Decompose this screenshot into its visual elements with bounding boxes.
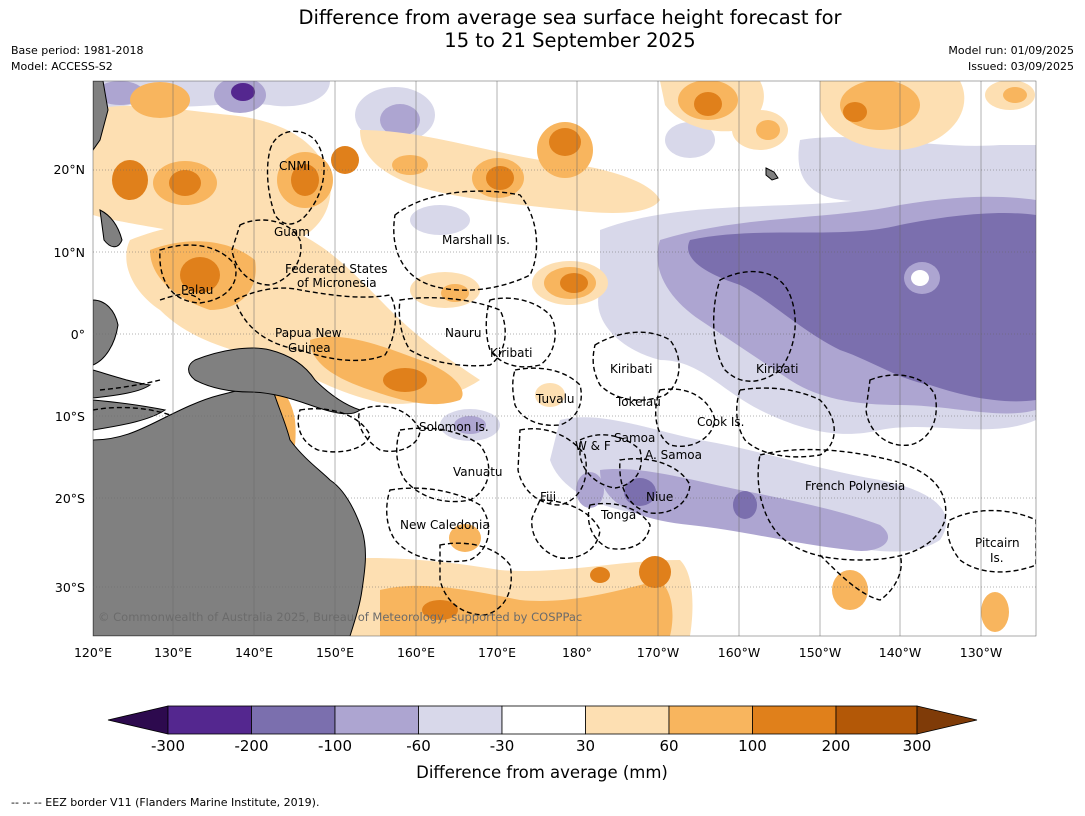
colorbar-bin [752,705,837,735]
label-guam: Guam [274,225,310,239]
label-wallis-futuna: W & F [575,439,611,453]
gridlines [93,81,1036,636]
lon-tick: 130°W [960,645,1002,660]
model-name: Model: ACCESS-S2 [11,60,113,73]
lon-tick: 170°E [478,645,516,660]
label-marshall-is: Marshall Is. [442,233,510,247]
lon-tick: 130°E [154,645,192,660]
region-labels: CNMI Guam Marshall Is. Federated States … [181,159,1020,565]
label-pitcairn-line1: Pitcairn [975,536,1020,550]
colorbar-bin [418,705,503,735]
map-title: Difference from average sea surface heig… [0,6,1085,52]
lon-tick: 140°E [235,645,273,660]
colorbar-tick: 100 [738,737,767,755]
colorbar-bin [501,705,586,735]
label-tonga: Tonga [600,508,636,522]
lon-tick-labels: 120°E 130°E 140°E 150°E 160°E 170°E 180°… [74,645,1002,660]
label-niue: Niue [646,490,673,504]
colorbar-tick: 200 [822,737,851,755]
colorbar-title: Difference from average (mm) [416,763,668,782]
label-kiribati-central: Kiribati [610,362,652,376]
eez-borders [93,130,1036,616]
colorbar-bin [835,705,918,735]
title-line-2: 15 to 21 September 2025 [444,29,696,52]
lon-tick: 160°W [718,645,760,660]
label-new-caledonia: New Caledonia [400,518,490,532]
colorbar-bin [334,705,419,735]
meta-right: Model run: 01/09/2025 Issued: 03/09/2025 [948,43,1074,75]
colorbar-bin [668,705,753,735]
lon-tick: 120°E [74,645,112,660]
colorbar-tick: 300 [903,737,932,755]
label-kiribati-west: Kiribati [490,346,532,360]
lon-tick: 140°W [879,645,921,660]
colorbar-bin [585,705,670,735]
colorbar-tick: -100 [318,737,352,755]
label-tuvalu: Tuvalu [535,392,575,406]
colorbar-min-arrow [107,705,169,735]
lat-tick: 30°S [55,580,85,595]
lat-tick: 20°S [55,491,85,506]
label-french-polynesia: French Polynesia [805,479,905,493]
model-run: Model run: 01/09/2025 [948,44,1074,57]
lon-tick: 160°E [397,645,435,660]
map-border [92,80,1037,637]
label-samoa: Samoa [614,431,655,445]
label-american-samoa: A. Samoa [645,448,702,462]
colorbar: -300 -200 -100 -60 -30 30 60 100 200 300… [107,705,978,782]
colorbar-bin [251,705,336,735]
label-png-line2: Guinea [288,341,331,355]
lat-tick: 10°S [55,409,85,424]
lon-tick: 150°W [799,645,841,660]
lat-tick: 10°N [53,245,85,260]
label-fsm-line1: Federated States [285,262,387,276]
label-png-line1: Papua New [275,326,342,340]
lon-tick: 150°E [316,645,354,660]
meta-left: Base period: 1981-2018 Model: ACCESS-S2 [11,43,143,75]
base-period: Base period: 1981-2018 [11,44,144,57]
lon-tick: 180° [562,645,592,660]
label-palau: Palau [181,283,213,297]
label-cnmi: CNMI [279,159,310,173]
anomaly-field [93,81,1036,636]
lon-tick: 170°W [637,645,679,660]
colorbar-tick: -60 [406,737,431,755]
label-fiji: Fiji [540,490,556,504]
colorbar-bin [167,705,252,735]
label-nauru: Nauru [445,326,481,340]
issued-date: Issued: 03/09/2025 [967,60,1074,73]
label-kiribati-east: Kiribati [756,362,798,376]
colorbar-tick: -30 [490,737,515,755]
colorbar-tick: -200 [234,737,268,755]
lat-tick: 0° [71,327,85,342]
label-cook-is: Cook Is. [697,415,744,429]
label-pitcairn-line2: Is. [990,551,1004,565]
colorbar-tick: 30 [576,737,595,755]
label-solomon-is: Solomon Is. [419,420,489,434]
lat-tick-labels: 20°N 10°N 0° 10°S 20°S 30°S [53,162,85,595]
colorbar-tick: 60 [659,737,678,755]
copyright-notice: © Commonwealth of Australia 2025, Bureau… [98,610,582,624]
lat-tick: 20°N [53,162,85,177]
eez-footnote: -- -- -- EEZ border V11 (Flanders Marine… [11,796,320,809]
colorbar-tick: -300 [151,737,185,755]
title-line-1: Difference from average sea surface heig… [298,6,842,29]
label-tokelau: Tokelau [615,395,661,409]
label-fsm-line2: of Micronesia [297,276,377,290]
colorbar-max-arrow [916,705,978,735]
label-vanuatu: Vanuatu [453,465,503,479]
